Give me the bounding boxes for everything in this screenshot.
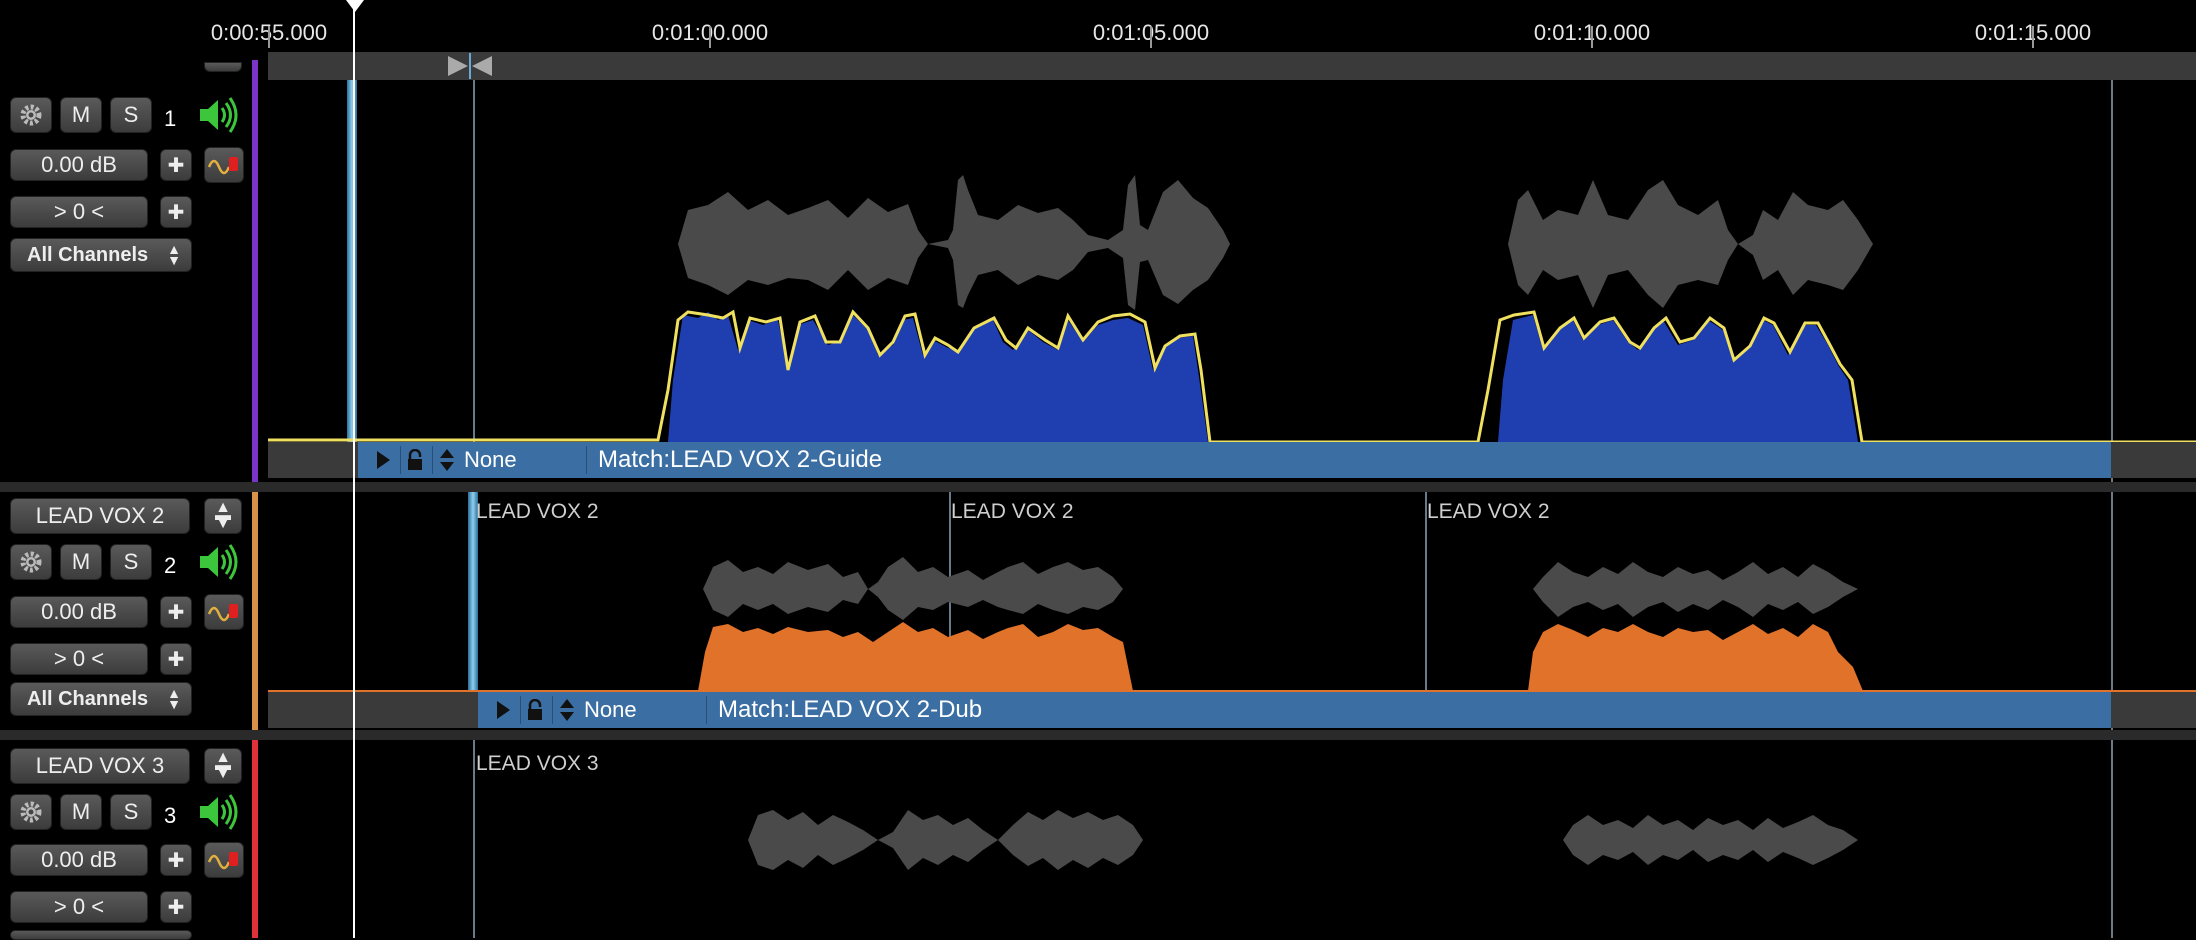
track-number: 1 xyxy=(164,106,177,131)
solo-button[interactable]: S xyxy=(110,97,152,133)
lead-vox-3-waveform xyxy=(748,810,1858,870)
clip-bar[interactable]: None Match:LEAD VOX 2-Dub xyxy=(478,692,2111,728)
track-color-strip xyxy=(252,492,258,730)
match-label: Match:LEAD VOX 2-Dub xyxy=(718,696,983,723)
track-menu-button[interactable]: ▲ ▬ ▼ xyxy=(204,748,242,784)
track-settings-button[interactable] xyxy=(10,544,52,580)
clip-boundary xyxy=(2111,492,2113,730)
automation-button[interactable] xyxy=(204,147,244,183)
channels-select[interactable]: All Channels ▲ ▼ xyxy=(10,238,192,272)
track-separator xyxy=(0,482,2196,492)
track-name-button[interactable]: LEAD VOX 3 xyxy=(10,748,190,784)
preset-label[interactable]: None xyxy=(464,447,517,472)
speaker-icon[interactable] xyxy=(196,95,240,135)
gain-field[interactable]: 0.00 dB xyxy=(10,844,148,876)
clip-boundary xyxy=(473,740,475,938)
ruler-tick xyxy=(1150,26,1152,48)
gear-icon xyxy=(20,801,42,823)
timeline-ruler[interactable]: 0:00:55.000 0:01:00.000 0:01:05.000 0:01… xyxy=(0,0,2196,52)
solo-button[interactable]: S xyxy=(110,544,152,580)
gain-add-button[interactable]: ✚ xyxy=(160,596,192,628)
gear-icon xyxy=(20,551,42,573)
track-1-header: M S 1 0.00 dB ✚ > 0 < ✚ All Channels ▲ ▼ xyxy=(0,60,258,482)
track-menu-button[interactable]: ▲ ▬ ▼ xyxy=(204,498,242,534)
channels-select-label: All Channels xyxy=(27,243,149,266)
ruler-tick xyxy=(1591,26,1593,48)
track-separator xyxy=(0,730,2196,740)
clip-boundary xyxy=(473,80,475,442)
sort-arrows-icon: ▲ ▼ xyxy=(167,241,181,268)
ruler-tick xyxy=(2032,26,2034,48)
match-label: Match:LEAD VOX 2-Guide xyxy=(598,446,883,473)
track-number: 3 xyxy=(164,803,177,828)
play-icon[interactable] xyxy=(492,697,514,723)
clip-name: LEAD VOX 2 xyxy=(951,500,1074,523)
track-3-header: LEAD VOX 3 ▲ ▬ ▼ M S 3 0.00 dB ✚ > 0 < ✚ xyxy=(0,740,258,940)
clip-boundary xyxy=(2111,740,2113,938)
track-settings-button[interactable] xyxy=(10,794,52,830)
sort-arrows-icon[interactable] xyxy=(556,697,578,723)
lock-icon[interactable] xyxy=(524,697,546,723)
dub-waveform xyxy=(268,557,2196,692)
pan-add-button[interactable]: ✚ xyxy=(160,643,192,675)
pan-field[interactable]: > 0 < xyxy=(10,891,148,923)
ruler-tick xyxy=(268,26,270,48)
mute-button[interactable]: M xyxy=(60,794,102,830)
track-menu-button[interactable] xyxy=(204,62,242,72)
track-2-lane[interactable]: LEAD VOX 2 LEAD VOX 2 LEAD VOX 2 None Ma… xyxy=(268,492,2196,730)
solo-button[interactable]: S xyxy=(110,794,152,830)
playhead[interactable] xyxy=(353,0,355,938)
channels-select-label: All Channels xyxy=(27,687,149,710)
track-name-button[interactable]: LEAD VOX 2 xyxy=(10,498,190,534)
sync-marker-icon[interactable] xyxy=(446,53,494,79)
track-number: 2 xyxy=(164,553,177,578)
track-color-strip xyxy=(252,740,258,938)
pan-field[interactable]: > 0 < xyxy=(10,643,148,675)
speaker-icon[interactable] xyxy=(196,542,240,582)
automation-icon xyxy=(207,852,238,870)
clip-name: LEAD VOX 2 xyxy=(476,500,599,523)
gain-field[interactable]: 0.00 dB xyxy=(10,149,148,181)
automation-icon xyxy=(207,157,238,175)
lock-icon[interactable] xyxy=(404,447,426,473)
play-icon[interactable] xyxy=(372,447,394,473)
track-1-lane[interactable]: None Match:LEAD VOX 2-Guide xyxy=(268,80,2196,482)
guide-waveform xyxy=(268,175,2196,442)
automation-button[interactable] xyxy=(204,842,244,878)
sort-arrows-icon: ▲ ▼ xyxy=(167,685,181,712)
sort-arrows-icon[interactable] xyxy=(436,447,458,473)
automation-button[interactable] xyxy=(204,594,244,630)
track-2-header: LEAD VOX 2 ▲ ▬ ▼ M S 2 0.00 dB ✚ > 0 < ✚ A… xyxy=(0,492,258,730)
automation-icon xyxy=(207,604,238,622)
gain-add-button[interactable]: ✚ xyxy=(160,844,192,876)
channels-select[interactable]: All Channels ▲ ▼ xyxy=(10,682,192,716)
pan-field[interactable]: > 0 < xyxy=(10,196,148,228)
clip-start-marker[interactable] xyxy=(347,80,357,442)
track-3-lane[interactable]: LEAD VOX 3 xyxy=(268,740,2196,938)
speaker-icon[interactable] xyxy=(196,792,240,832)
menu-icon: ▲ ▬ ▼ xyxy=(215,749,231,782)
playhead-handle[interactable] xyxy=(346,0,364,12)
pan-add-button[interactable]: ✚ xyxy=(160,196,192,228)
track-color-strip xyxy=(252,60,258,482)
menu-icon: ▲ ▬ ▼ xyxy=(215,499,231,532)
clip-boundary xyxy=(2111,80,2113,482)
preset-label[interactable]: None xyxy=(584,697,637,722)
clip-start-marker[interactable] xyxy=(468,492,478,692)
gain-add-button[interactable]: ✚ xyxy=(160,149,192,181)
gear-icon xyxy=(20,104,42,126)
clip-name: LEAD VOX 3 xyxy=(476,752,599,775)
mute-button[interactable]: M xyxy=(60,97,102,133)
ruler-marker-strip[interactable] xyxy=(268,52,2196,80)
track-settings-button[interactable] xyxy=(10,97,52,133)
clip-boundary xyxy=(1425,492,1427,692)
channels-select[interactable] xyxy=(10,930,192,940)
pan-add-button[interactable]: ✚ xyxy=(160,891,192,923)
clip-bar[interactable]: None Match:LEAD VOX 2-Guide xyxy=(358,442,2111,478)
clip-name: LEAD VOX 2 xyxy=(1427,500,1550,523)
gain-field[interactable]: 0.00 dB xyxy=(10,596,148,628)
mute-button[interactable]: M xyxy=(60,544,102,580)
ruler-tick xyxy=(709,26,711,48)
